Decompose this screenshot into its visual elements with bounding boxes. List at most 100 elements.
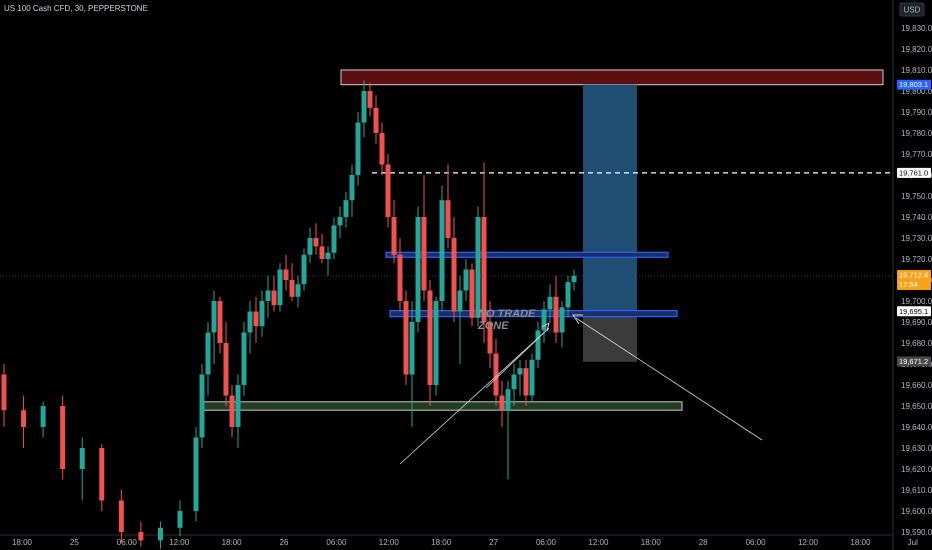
candle-body[interactable] bbox=[571, 275, 577, 283]
stop-box[interactable] bbox=[583, 311, 637, 362]
candle-body[interactable] bbox=[499, 395, 505, 411]
candle-body[interactable] bbox=[295, 284, 301, 297]
candle-body[interactable] bbox=[397, 254, 403, 301]
candle-body[interactable] bbox=[463, 269, 469, 291]
candle-body[interactable] bbox=[547, 296, 553, 310]
candle-body[interactable] bbox=[193, 437, 199, 512]
blue-zone-upper[interactable] bbox=[385, 251, 669, 258]
resistance-zone[interactable] bbox=[340, 69, 884, 86]
candle-body[interactable] bbox=[559, 307, 565, 333]
candle-body[interactable] bbox=[253, 311, 259, 327]
candle-body[interactable] bbox=[445, 200, 451, 238]
candle-body[interactable] bbox=[355, 122, 361, 176]
y-tick-label: 19,600.0 bbox=[901, 507, 932, 516]
candle-body[interactable] bbox=[301, 254, 307, 285]
candle-body[interactable] bbox=[289, 280, 295, 297]
candle-body[interactable] bbox=[379, 133, 385, 165]
candle-body[interactable] bbox=[565, 282, 571, 308]
candle-body[interactable] bbox=[325, 252, 331, 259]
candle-body[interactable] bbox=[199, 374, 205, 438]
candle-body[interactable] bbox=[421, 217, 427, 291]
candle-body[interactable] bbox=[313, 238, 319, 247]
y-tick-label: 19,700.0 bbox=[901, 297, 932, 306]
trend-line-up[interactable] bbox=[399, 327, 550, 465]
candle-body[interactable] bbox=[205, 332, 211, 375]
candle-body[interactable] bbox=[21, 410, 27, 427]
candle-body[interactable] bbox=[433, 301, 439, 385]
arrow-down-line[interactable] bbox=[575, 317, 763, 441]
candle-body[interactable] bbox=[265, 290, 271, 302]
x-tick-label: Jul bbox=[908, 538, 918, 547]
candle-body[interactable] bbox=[511, 374, 517, 390]
candle-body[interactable] bbox=[481, 217, 487, 322]
x-tick-label: 12:00 bbox=[169, 538, 190, 547]
candle-body[interactable] bbox=[517, 368, 523, 375]
candle-body[interactable] bbox=[229, 395, 235, 428]
candle-body[interactable] bbox=[361, 91, 367, 123]
candle-body[interactable] bbox=[157, 527, 163, 541]
candle-body[interactable] bbox=[211, 301, 217, 333]
arrow-up-line[interactable] bbox=[485, 327, 550, 389]
candle-body[interactable] bbox=[60, 406, 66, 469]
blue-zone-lower[interactable] bbox=[389, 310, 678, 318]
candle-body[interactable] bbox=[79, 448, 85, 469]
y-tick-label: 19,780.0 bbox=[901, 129, 932, 138]
y-tick-label: 19,790.0 bbox=[901, 108, 932, 117]
candle-body[interactable] bbox=[475, 217, 481, 318]
candle-body[interactable] bbox=[277, 269, 283, 306]
candle-body[interactable] bbox=[177, 511, 183, 528]
candle-body[interactable] bbox=[99, 448, 105, 501]
tag-last-price-text: 19,712.4 bbox=[899, 270, 928, 279]
candle-body[interactable] bbox=[319, 246, 325, 259]
y-tick-label: 19,610.0 bbox=[901, 486, 932, 495]
candle-body[interactable] bbox=[217, 301, 223, 343]
candle-body[interactable] bbox=[385, 164, 391, 218]
candle-body[interactable] bbox=[241, 332, 247, 386]
candle-body[interactable] bbox=[505, 389, 511, 411]
candle-body[interactable] bbox=[331, 225, 337, 253]
candle-body[interactable] bbox=[367, 91, 373, 108]
candle-body[interactable] bbox=[427, 290, 433, 386]
candle-body[interactable] bbox=[493, 353, 499, 396]
x-tick-label: 18:00 bbox=[431, 538, 452, 547]
candle-body[interactable] bbox=[223, 343, 229, 396]
candle-body[interactable] bbox=[535, 330, 541, 360]
target-box[interactable] bbox=[583, 84, 637, 312]
candle-body[interactable] bbox=[415, 217, 421, 322]
candle-body[interactable] bbox=[487, 322, 493, 354]
candle-body[interactable] bbox=[138, 532, 144, 541]
candle-body[interactable] bbox=[235, 385, 241, 427]
candle-body[interactable] bbox=[247, 311, 253, 333]
candle-body[interactable] bbox=[409, 322, 415, 375]
currency-button[interactable] bbox=[899, 2, 925, 17]
candle-body[interactable] bbox=[553, 296, 559, 333]
candle-body[interactable] bbox=[469, 269, 475, 318]
candle-body[interactable] bbox=[1, 374, 7, 411]
candle-body[interactable] bbox=[403, 301, 409, 375]
candle-body[interactable] bbox=[40, 406, 46, 427]
candle-body[interactable] bbox=[118, 500, 124, 533]
support-zone[interactable] bbox=[202, 401, 683, 411]
candle-body[interactable] bbox=[283, 269, 289, 281]
candle-body[interactable] bbox=[451, 238, 457, 312]
candle-body[interactable] bbox=[307, 238, 313, 255]
candle-body[interactable] bbox=[343, 200, 349, 217]
candle-body[interactable] bbox=[373, 107, 379, 133]
candle-body[interactable] bbox=[439, 200, 445, 301]
candle-body[interactable] bbox=[523, 368, 529, 396]
candle-body[interactable] bbox=[271, 290, 277, 306]
candle-body[interactable] bbox=[391, 217, 397, 255]
time-axis[interactable]: 18:00 25 06:00 12:00 18:00 26 06:00 12:00 18:00 2… bbox=[12, 538, 918, 547]
arrow-down-head bbox=[572, 314, 583, 325]
candle-body[interactable] bbox=[349, 175, 355, 201]
candle-body[interactable] bbox=[457, 290, 463, 312]
tag-lower-line-text: 19,695.1 bbox=[899, 307, 928, 316]
candle-body[interactable] bbox=[259, 301, 265, 327]
candle-body[interactable] bbox=[541, 309, 547, 331]
candle-body[interactable] bbox=[529, 359, 535, 396]
candle-body[interactable] bbox=[337, 217, 343, 226]
y-tick-label: 19,730.0 bbox=[901, 234, 932, 243]
x-tick-label: 12:00 bbox=[588, 538, 609, 547]
